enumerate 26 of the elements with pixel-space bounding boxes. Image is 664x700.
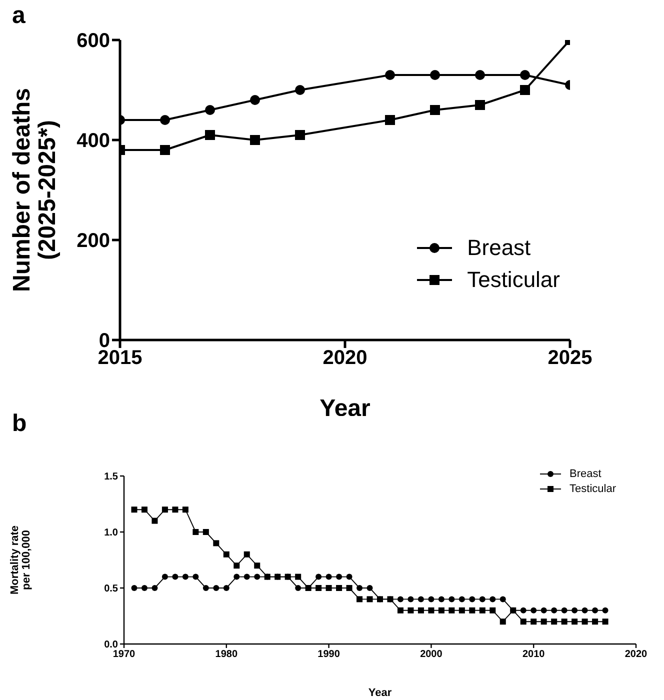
y-tick-label: 1.0 bbox=[104, 528, 118, 539]
y-tick-label: 200 bbox=[76, 230, 110, 252]
y-tick-label: 400 bbox=[76, 130, 110, 152]
x-tick-label: 2020 bbox=[322, 347, 368, 370]
legend-label: Breast bbox=[467, 234, 531, 261]
x-tick-label: 1970 bbox=[112, 649, 136, 660]
x-tick-label: 1980 bbox=[215, 649, 238, 660]
y-tick-label: 1.5 bbox=[104, 472, 118, 483]
x-axis-title: Year bbox=[368, 687, 392, 699]
legend-label: Testicular bbox=[570, 483, 616, 496]
y-axis-title: Number of deaths (2025-2025*) bbox=[8, 88, 61, 292]
x-tick-label: 2020 bbox=[624, 649, 648, 660]
y-tick-label: 600 bbox=[76, 30, 110, 52]
x-tick-label: 2010 bbox=[522, 649, 546, 660]
y-axis-title: Mortality rate per 100,000 bbox=[8, 525, 32, 595]
x-tick-label: 2025 bbox=[548, 347, 592, 370]
chart-title: a bbox=[12, 2, 26, 30]
x-tick-label: 2000 bbox=[420, 649, 443, 660]
y-tick-label: 0.5 bbox=[104, 584, 118, 595]
y-tick-label: 0.0 bbox=[104, 640, 118, 651]
x-tick-label: 2015 bbox=[98, 347, 142, 370]
x-axis-title: Year bbox=[320, 395, 370, 422]
legend-label: Breast bbox=[570, 468, 602, 480]
legend-label: Testicular bbox=[467, 267, 560, 294]
chart-title: b bbox=[12, 410, 27, 438]
x-tick-label: 1990 bbox=[318, 649, 340, 660]
